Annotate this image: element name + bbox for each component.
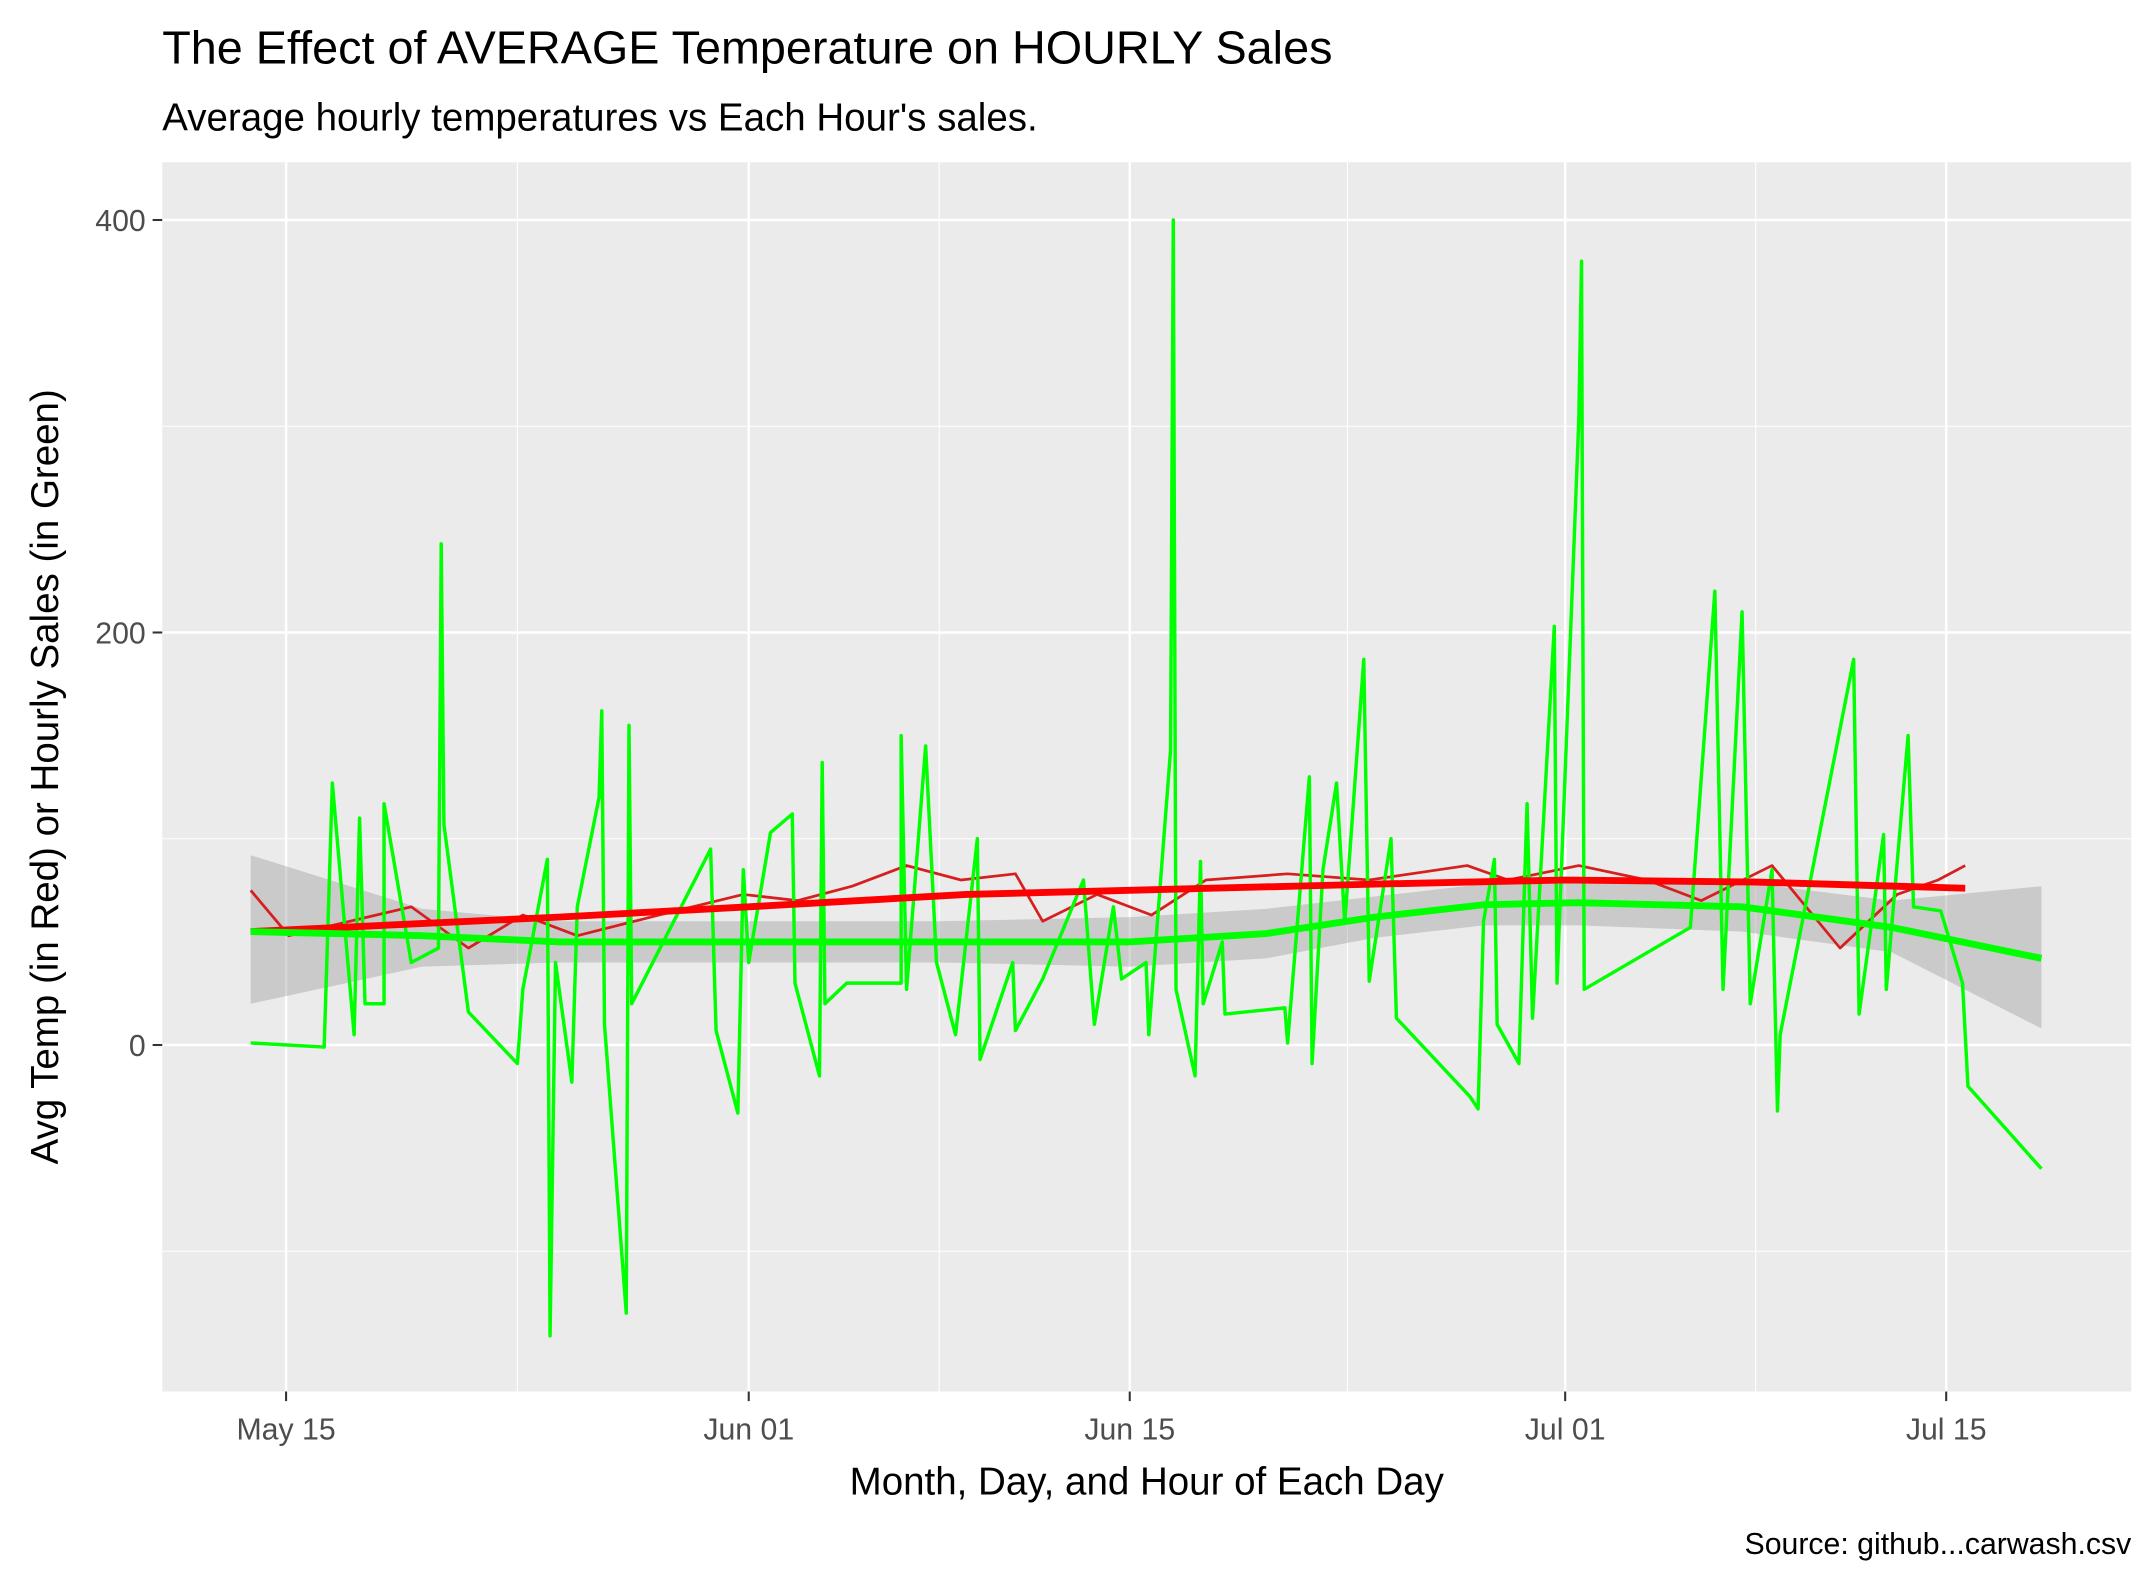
x-tick-label: Jun 15 <box>1084 1414 1175 1447</box>
x-tick-label: Jul 15 <box>1906 1414 1987 1447</box>
y-tick-label: 0 <box>129 1030 146 1063</box>
x-tick-label: Jul 01 <box>1525 1414 1606 1447</box>
chart-subtitle: Average hourly temperatures vs Each Hour… <box>162 97 1037 140</box>
x-tick-label: May 15 <box>236 1414 335 1447</box>
x-tick-label: Jun 01 <box>703 1414 794 1447</box>
data-line <box>250 218 2043 1338</box>
chart-title: The Effect of AVERAGE Temperature on HOU… <box>162 21 1332 73</box>
data-line <box>250 899 2043 962</box>
x-axis-label: Month, Day, and Hour of Each Day <box>850 1461 1445 1504</box>
data-line <box>250 876 1966 935</box>
panel <box>162 162 2132 1392</box>
y-tick-label: 400 <box>95 205 145 238</box>
y-axis-label: Avg Temp (in Red) or Hourly Sales (in Gr… <box>24 389 67 1164</box>
y-tick-label: 200 <box>95 618 145 651</box>
caption: Source: github...carwash.csv <box>1745 1528 2133 1561</box>
